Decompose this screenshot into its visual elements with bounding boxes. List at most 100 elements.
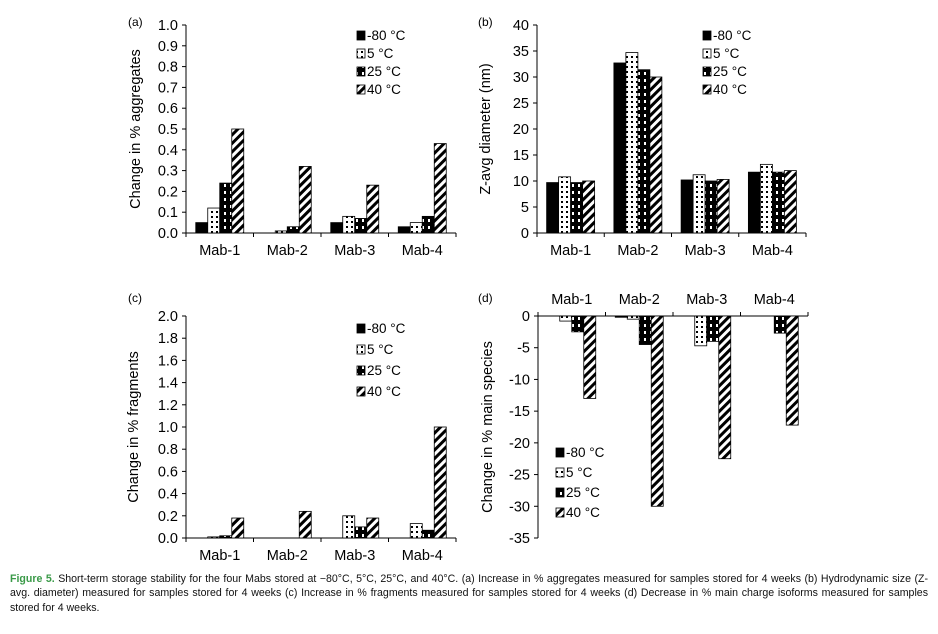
- y-tick-label: 1.6: [158, 353, 178, 369]
- legend-label: 5 °C: [367, 342, 394, 357]
- legend-label: 25 °C: [367, 363, 401, 378]
- y-tick-label: 1.8: [158, 331, 178, 347]
- y-tick-label: 20: [513, 122, 529, 138]
- y-axis-label: Change in % fragments: [126, 351, 142, 503]
- legend: -80 °C 5 °C 25 °C 40 °C: [356, 28, 406, 97]
- legend-swatch: [702, 84, 712, 95]
- bar: [694, 315, 708, 347]
- y-tick-label: 0.2: [158, 509, 178, 525]
- bar: [582, 180, 596, 234]
- legend-swatch: [555, 507, 565, 518]
- bar: [397, 226, 411, 234]
- bar: [625, 52, 639, 234]
- caption-text: Short-term storage stability for the fou…: [10, 573, 928, 614]
- bar: [219, 535, 233, 539]
- bar: [716, 179, 730, 234]
- legend-swatch: [356, 84, 366, 95]
- chart-panel-d: (d) 0 -5 -10 -15 -20 -25 -30 -35 Change in % main…: [478, 291, 809, 547]
- bar: [409, 222, 423, 234]
- y-tick-label: 0.5: [158, 122, 178, 138]
- y-tick-label: 10: [513, 174, 529, 190]
- legend-swatch: [356, 66, 366, 77]
- y-tick-label: 0.1: [158, 205, 178, 221]
- y-tick-label: 0.6: [158, 101, 178, 117]
- chart-panel-a: (a) 0.0 0.1 0.2 0.3 0.4 0.5 0.6 0.7 0.8 0.9 1.0 Chan…: [128, 15, 457, 259]
- bar: [571, 315, 585, 333]
- bar: [231, 128, 245, 234]
- bar: [626, 315, 640, 320]
- legend-label: 25 °C: [367, 64, 401, 79]
- bar: [274, 230, 288, 234]
- y-tick-label: -30: [509, 499, 530, 515]
- panel-label: (b): [478, 15, 493, 29]
- y-tick-label: 1.0: [158, 420, 178, 436]
- x-tick-label: Mab-2: [617, 243, 658, 259]
- y-tick-label: 2.0: [158, 309, 178, 325]
- y-tick-label: 40: [513, 18, 529, 34]
- legend-label: -80 °C: [367, 321, 406, 336]
- y-tick-label: 0.8: [158, 60, 178, 76]
- bar: [219, 182, 233, 234]
- y-tick-label: 0.9: [158, 39, 178, 55]
- figure: (a) 0.0 0.1 0.2 0.3 0.4 0.5 0.6 0.7 0.8 0.9 1.0 Chan…: [126, 15, 809, 564]
- bar: [747, 171, 761, 234]
- y-tick-label: 5: [521, 200, 529, 216]
- y-axis-label: Z-avg diameter (nm): [478, 63, 494, 194]
- y-tick-label: -10: [509, 372, 530, 388]
- bar: [613, 62, 627, 234]
- chart-panel-b: (b) 0 5 10 15 20 25 30 35 40 Z-avg diameter (nm) Ma…: [478, 15, 807, 259]
- legend-swatch: [356, 365, 366, 376]
- bar: [207, 207, 221, 234]
- legend-swatch: [702, 66, 712, 77]
- bar: [785, 315, 799, 426]
- figure-caption: Figure 5. Short-term storage stability f…: [10, 572, 928, 615]
- bar: [583, 315, 597, 399]
- legend-swatch: [702, 30, 712, 41]
- legend-swatch: [555, 487, 565, 498]
- y-tick-label: 0: [521, 226, 529, 242]
- y-tick-label: 0.0: [158, 531, 178, 547]
- bar: [649, 76, 663, 234]
- y-tick-label: 0.2: [158, 184, 178, 200]
- legend-label: 25 °C: [713, 64, 747, 79]
- legend-swatch: [555, 447, 565, 458]
- legend-label: 40 °C: [367, 82, 401, 97]
- legend-swatch: [356, 344, 366, 355]
- y-tick-label: 0.4: [158, 487, 178, 503]
- bar: [433, 143, 447, 234]
- x-tick-label: Mab-4: [402, 243, 443, 259]
- x-tick-label: Mab-1: [551, 292, 592, 308]
- x-tick-label: Mab-3: [685, 243, 726, 259]
- bar: [650, 315, 664, 507]
- y-tick-label: 0.3: [158, 164, 178, 180]
- x-tick-label: Mab-2: [267, 243, 308, 259]
- bar: [718, 315, 732, 460]
- bar: [771, 171, 785, 234]
- y-tick-label: 0.4: [158, 143, 178, 159]
- legend-swatch: [356, 386, 366, 397]
- y-tick-label: 15: [513, 148, 529, 164]
- bar: [637, 69, 651, 234]
- legend-swatch: [702, 48, 712, 59]
- bar: [680, 179, 694, 234]
- bar: [692, 174, 706, 234]
- y-tick-label: 1.4: [158, 376, 178, 392]
- legend-label: -80 °C: [367, 28, 406, 43]
- legend-swatch: [555, 467, 565, 478]
- bar: [706, 315, 720, 342]
- legend-label: 5 °C: [713, 46, 740, 61]
- bar: [354, 218, 368, 234]
- y-tick-label: 35: [513, 44, 529, 60]
- panel-label: (a): [128, 15, 143, 29]
- y-tick-label: 0.6: [158, 464, 178, 480]
- y-tick-label: -15: [509, 404, 530, 420]
- bar: [433, 426, 447, 539]
- bar: [421, 215, 435, 234]
- bar: [558, 176, 572, 234]
- panel-label: (d): [478, 291, 493, 305]
- y-axis-label: Change in % main species: [480, 341, 496, 513]
- bar: [195, 222, 209, 234]
- x-tick-label: Mab-2: [267, 548, 308, 564]
- bar: [559, 315, 573, 322]
- bar: [546, 182, 560, 234]
